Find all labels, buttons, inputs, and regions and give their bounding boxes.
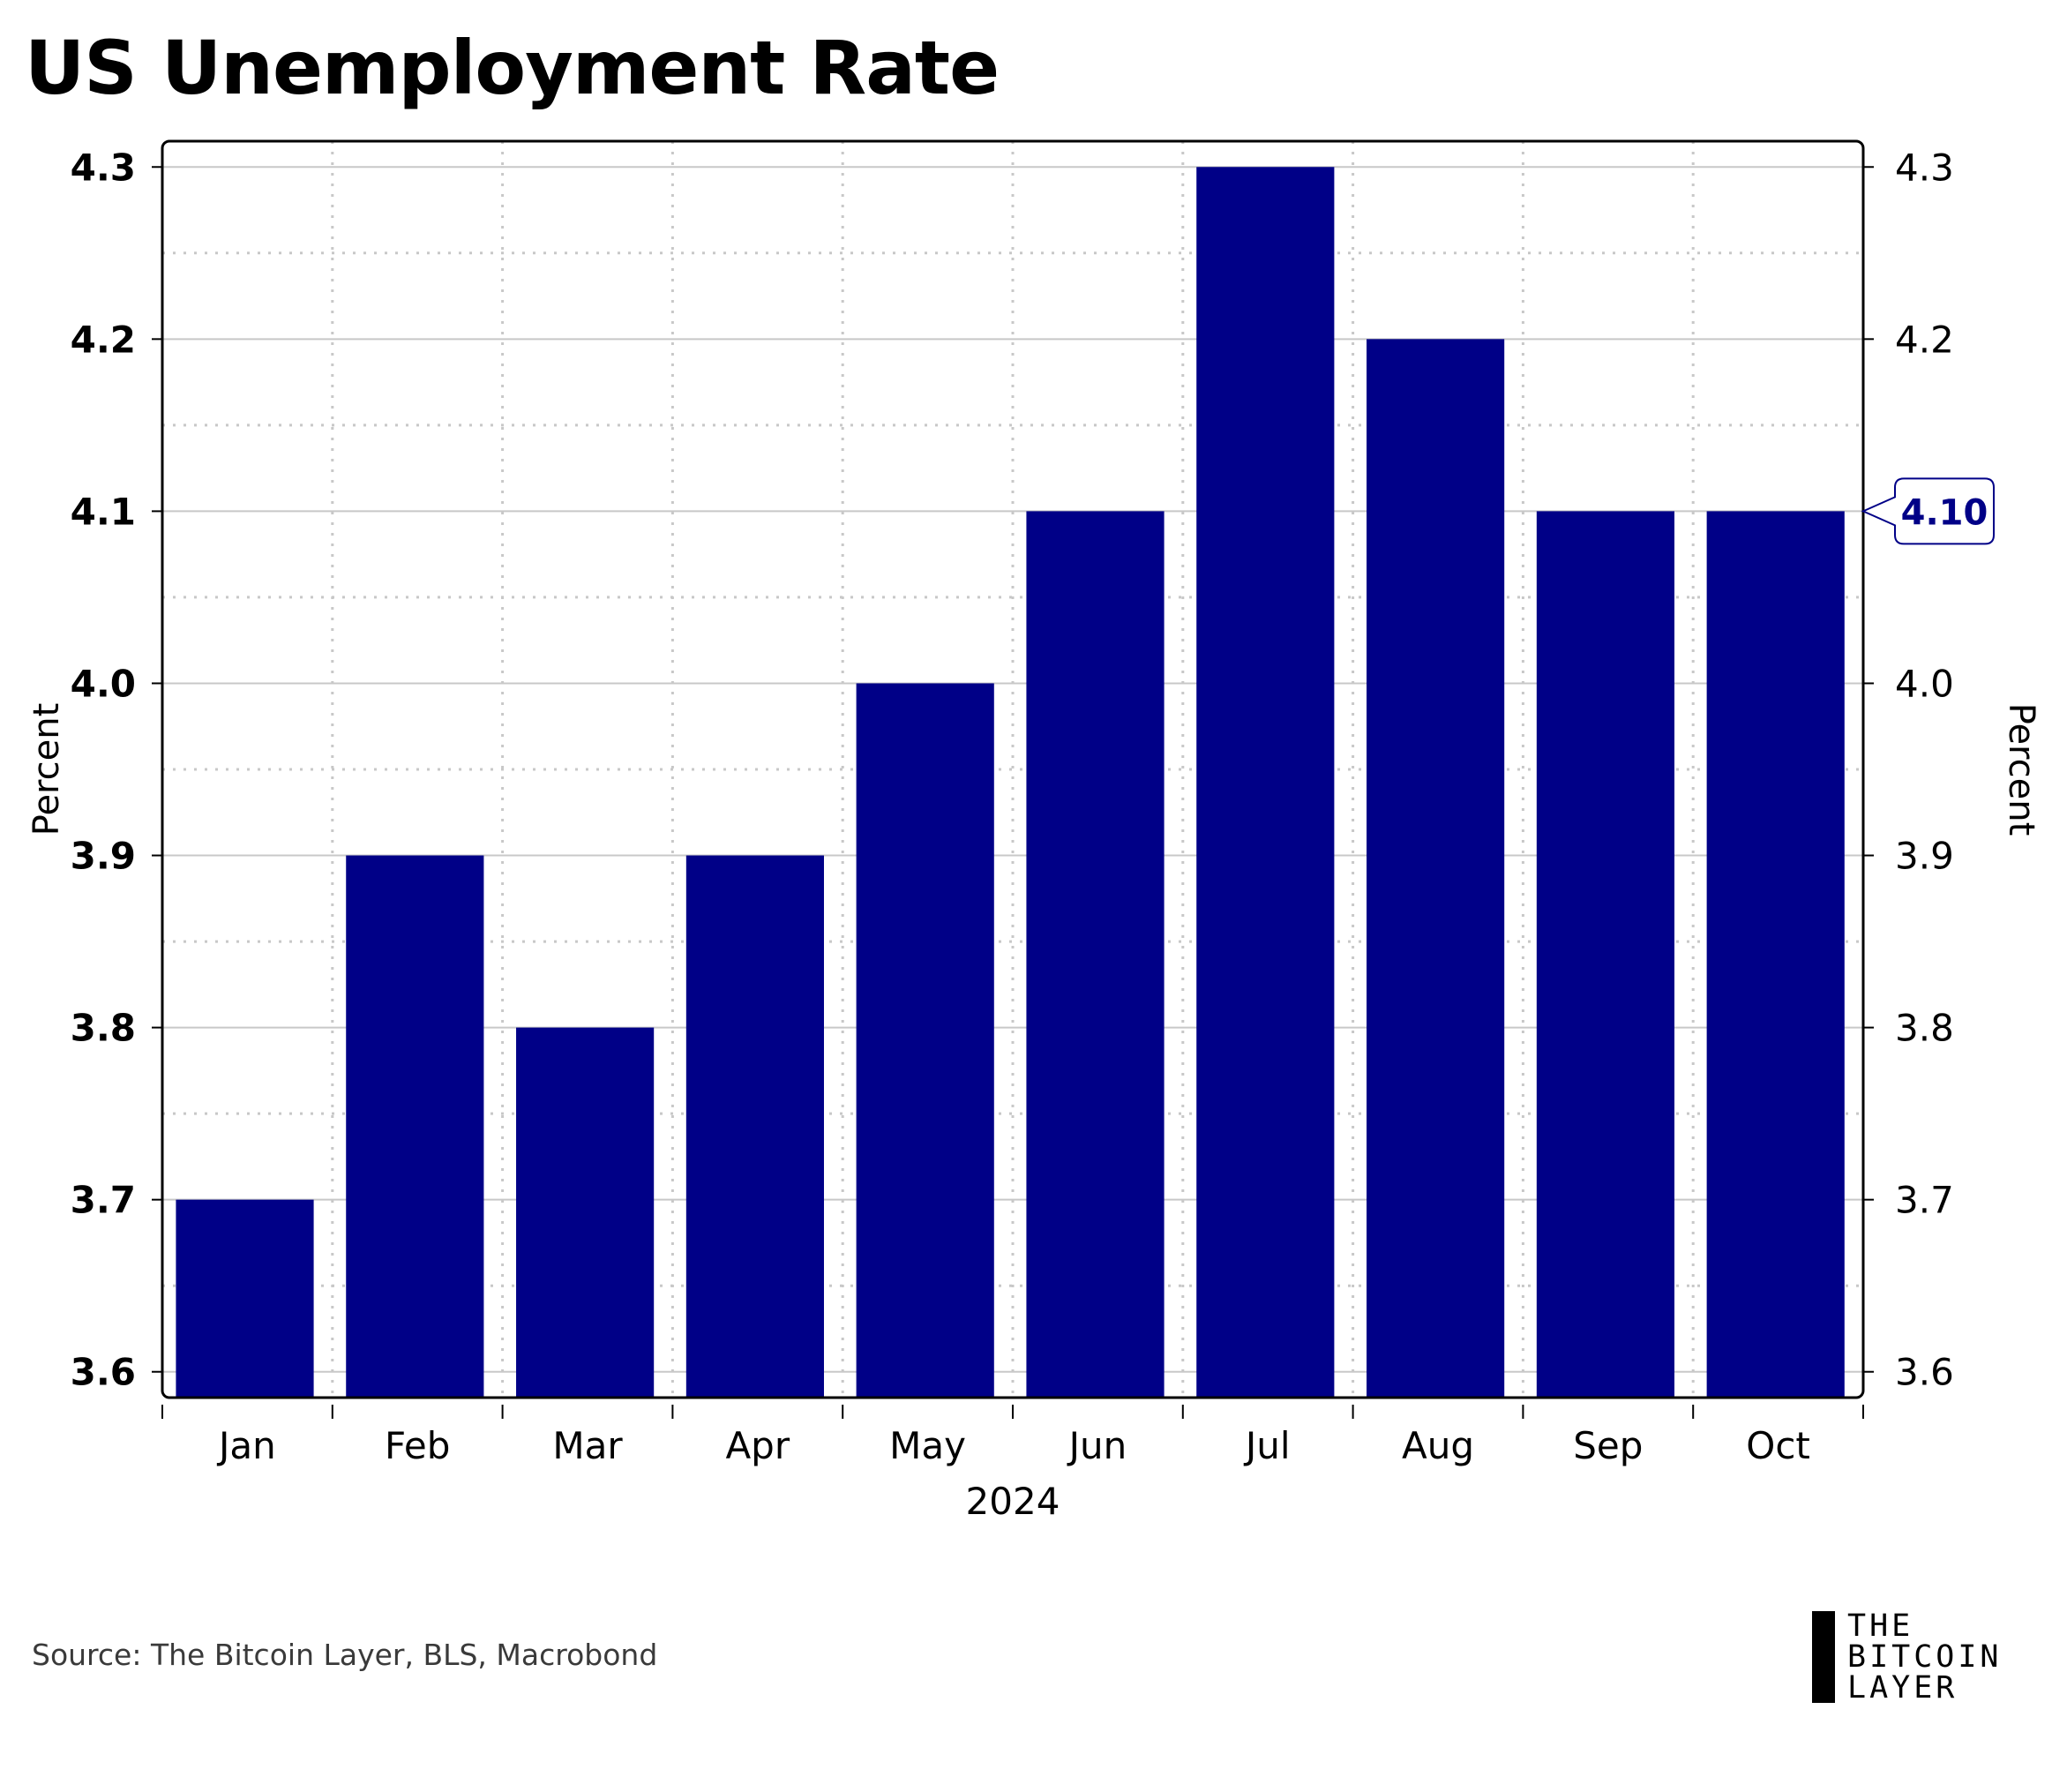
y-tick-label-left: 3.8 [71,1007,136,1050]
chart-title: US Unemployment Rate [25,25,1000,111]
bar-jan [176,1199,314,1398]
y-tick-label-right: 4.2 [1895,318,1954,361]
y-tick-label-left: 4.1 [71,490,136,533]
bar-apr [685,855,824,1398]
y-tick-label-left: 3.6 [71,1351,136,1394]
x-tick-label: May [889,1424,966,1467]
y-tick-label-right: 3.6 [1895,1351,1954,1394]
x-axis-label: 2024 [966,1480,1060,1523]
bar-feb [346,855,484,1398]
y-tick-label-right: 3.7 [1895,1179,1954,1222]
y-tick-label-right: 4.0 [1895,662,1954,705]
y-tick-label-left: 3.9 [71,835,136,878]
y-tick-label-left: 3.7 [71,1179,136,1222]
callout-value: 4.10 [1901,492,1988,533]
logo-line-2: BITCOIN [1847,1639,2003,1675]
bitcoin-layer-logo: THE BITCOIN LAYER [1812,1611,2050,1706]
x-tick-label: Jul [1243,1424,1291,1467]
logo-line-3: LAYER [1847,1670,1958,1706]
y-tick-label-right: 3.8 [1895,1007,1954,1050]
y-tick-label-right: 4.3 [1895,146,1954,189]
x-tick-label: Sep [1573,1424,1643,1467]
bar-sep [1536,511,1674,1398]
bar-oct [1706,511,1845,1398]
logo-line-1: THE [1847,1608,1914,1644]
source-note: Source: The Bitcoin Layer, BLS, Macrobon… [32,1638,658,1672]
callout-box [1861,477,1995,545]
y-tick-label-right: 3.9 [1895,835,1954,878]
x-tick-label: Feb [385,1424,450,1467]
y-tick-label-left: 4.3 [71,146,136,189]
y-tick-label-left: 4.0 [71,662,136,705]
x-tick-label: Apr [725,1424,790,1467]
y-axis-label-right: Percent [2001,703,2041,836]
bar-mar [516,1027,655,1398]
plot-frame [161,139,1865,1399]
bar-may [856,683,994,1398]
x-tick-label: Aug [1402,1424,1474,1467]
logo-bar [1812,1611,1835,1703]
bars-layer [176,167,1845,1398]
bar-aug [1367,339,1505,1398]
x-tick-label: Jun [1067,1424,1127,1467]
x-tick-label: Oct [1746,1424,1810,1467]
bar-jun [1026,511,1165,1398]
y-axis-label-left: Percent [26,703,67,836]
last-value-callout: 4.10 [1861,477,1995,545]
bar-jul [1196,167,1335,1398]
y-tick-label-left: 4.2 [71,318,136,361]
x-tick-label: Mar [552,1424,623,1467]
x-tick-label: Jan [216,1424,276,1467]
